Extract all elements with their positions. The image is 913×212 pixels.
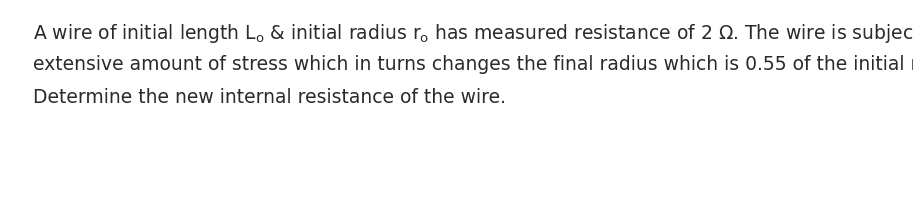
Text: Determine the new internal resistance of the wire.: Determine the new internal resistance of…	[33, 88, 506, 107]
Text: extensive amount of stress which in turns changes the final radius which is 0.55: extensive amount of stress which in turn…	[33, 55, 913, 74]
Text: A wire of initial length L$_\mathregular{o}$ & initial radius r$_\mathregular{o}: A wire of initial length L$_\mathregular…	[33, 22, 913, 45]
